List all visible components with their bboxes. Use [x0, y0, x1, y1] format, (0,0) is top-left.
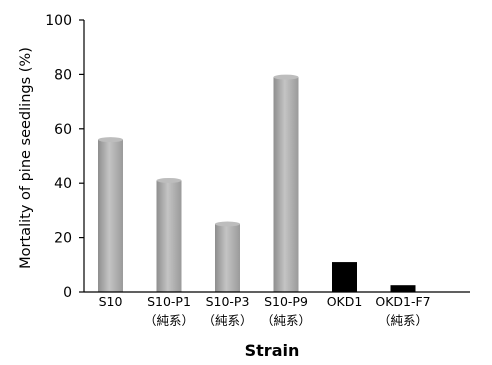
y-tick-label: 40 — [54, 176, 72, 192]
x-tick-label: S10-P1 — [147, 294, 191, 309]
x-tick-label: OKD1-F7 — [375, 294, 430, 309]
x-tick-label: S10-P9 — [264, 294, 308, 309]
x-tick-sublabel: （純系） — [144, 313, 194, 328]
y-tick-label: 20 — [54, 231, 72, 247]
bars-layer — [98, 74, 416, 293]
axes-layer — [79, 19, 470, 293]
bar — [156, 180, 182, 292]
x-tick-sublabel: （純系） — [378, 313, 428, 328]
y-tick-label: 100 — [45, 13, 72, 29]
bar — [273, 77, 299, 293]
bar-cap — [156, 177, 182, 183]
bar-group — [332, 262, 357, 292]
x-tick-label: S10 — [99, 294, 123, 309]
bar-group — [156, 177, 182, 292]
bar-cap — [98, 137, 123, 143]
bar-group — [390, 285, 416, 292]
bar — [98, 139, 123, 292]
bar-group — [215, 221, 240, 292]
bar — [332, 262, 357, 292]
y-tick-label: 80 — [54, 67, 72, 83]
bar — [215, 224, 240, 292]
x-tick-sublabel: （純系） — [202, 313, 252, 328]
labels-layer: 0 20 40 60 80 100 S10 S10-P1 （純系） S10-P3 （純系） S10-P… — [45, 13, 430, 328]
bar-group — [98, 137, 123, 292]
x-tick-label: OKD1 — [327, 294, 363, 309]
bar — [390, 285, 416, 292]
y-tick-label: 60 — [54, 122, 72, 138]
bar-group — [273, 74, 299, 293]
bar-cap — [215, 221, 240, 227]
y-axis-title: Mortality of pine seedlings (%) — [18, 47, 34, 269]
x-axis-title: Strain — [245, 341, 300, 360]
x-tick-label: S10-P3 — [206, 294, 250, 309]
x-tick-sublabel: （純系） — [261, 313, 311, 328]
bar-cap — [273, 74, 299, 80]
y-tick-label: 0 — [63, 285, 72, 301]
